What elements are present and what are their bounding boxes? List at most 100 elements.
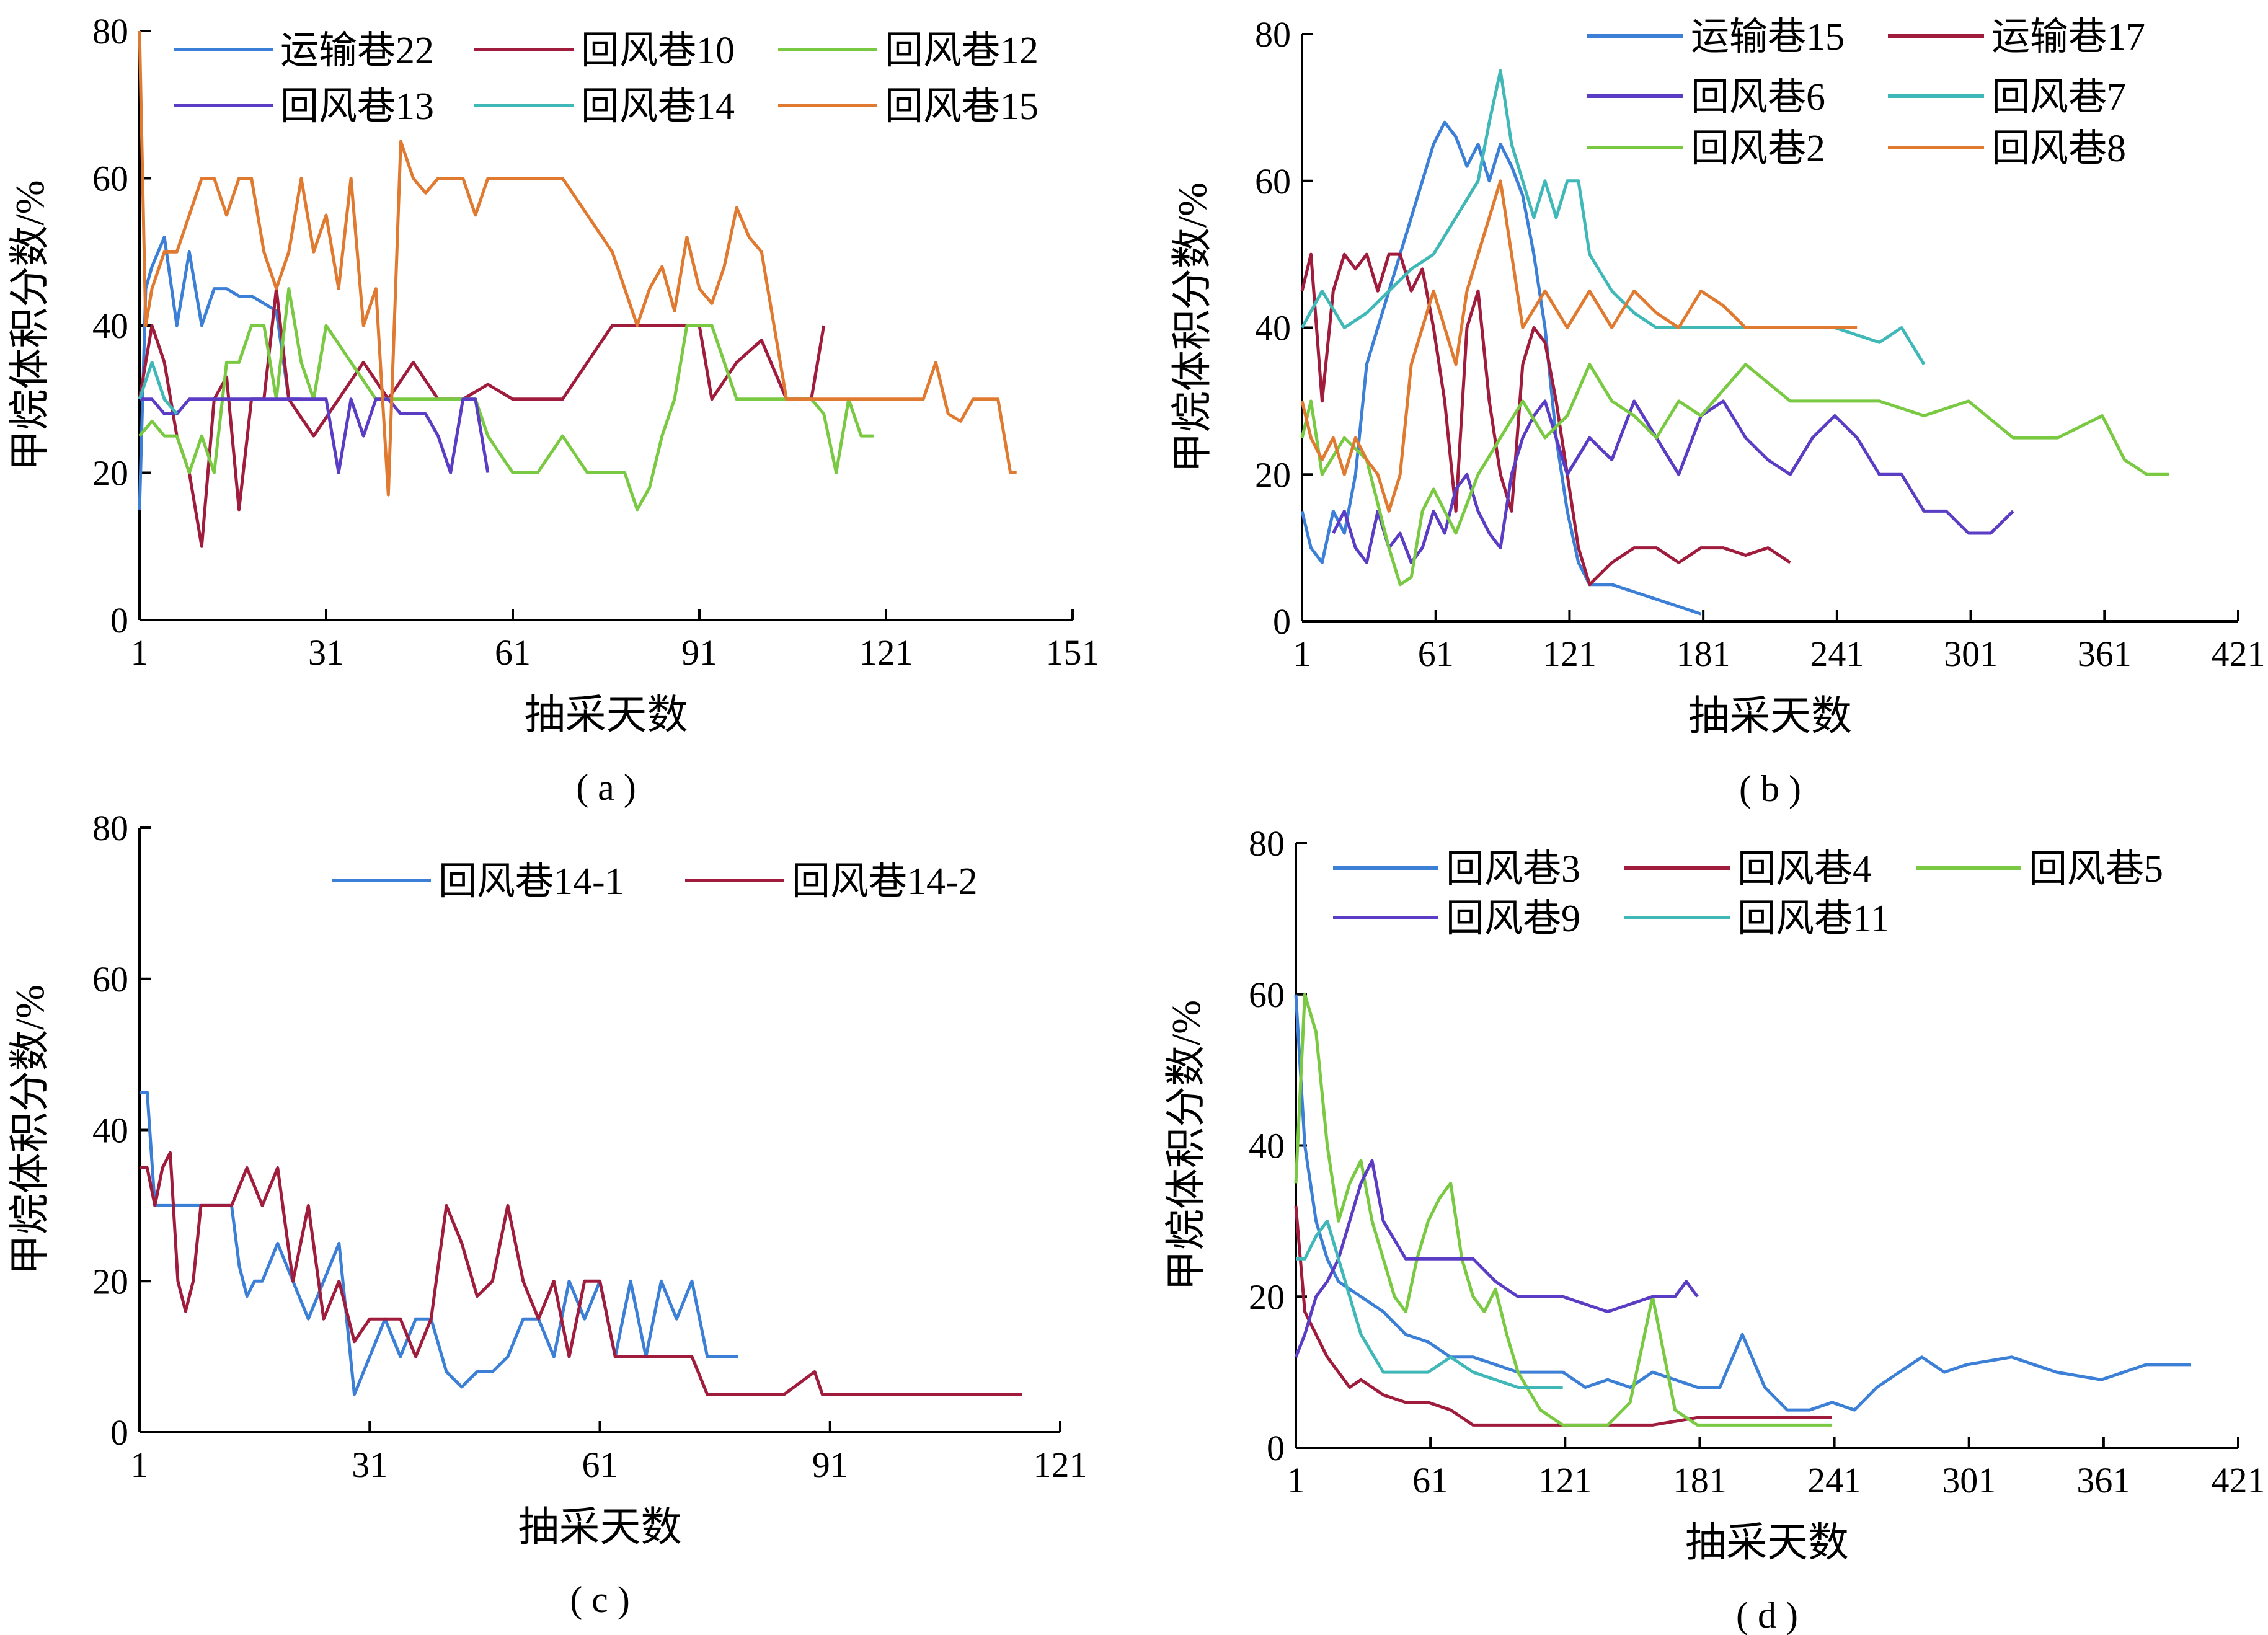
legend-entry: 回风巷6: [1691, 76, 1825, 118]
y-axis-label: 甲烷体积分数/%: [1164, 1000, 1209, 1291]
panel-caption: ( c ): [570, 1579, 630, 1620]
x-axis-label: 抽采天数: [1688, 694, 1852, 739]
legend-entry: 回风巷15: [885, 86, 1039, 128]
series-line-6: [1300, 179, 1858, 513]
y-tick-label: 0: [1273, 601, 1291, 642]
y-tick-label: 40: [1255, 308, 1291, 348]
series-line-2: [140, 1151, 1022, 1396]
y-tick-label: 0: [110, 1412, 128, 1453]
x-tick-label: 61: [582, 1445, 618, 1485]
legend-entry: 回风巷7: [1991, 76, 2126, 118]
panel-caption: ( b ): [1739, 768, 1801, 809]
x-tick-label: 121: [1538, 1460, 1592, 1500]
y-tick-label: 20: [1249, 1277, 1285, 1317]
x-tick-label: 1: [1293, 634, 1311, 674]
x-tick-label: 1: [131, 632, 149, 673]
x-tick-label: 241: [1810, 634, 1864, 674]
y-tick-label: 20: [92, 1261, 128, 1301]
series-line-1: [140, 1091, 738, 1396]
series-line-2: [1294, 1205, 1832, 1427]
x-tick-label: 91: [812, 1445, 848, 1485]
series-line-5: [138, 360, 179, 415]
chart-panel-b: 0 20 40 60 80 1 61 121 181 241 301 361 421 抽采天数 甲烷体积分数…: [1170, 14, 2266, 809]
x-axis-label: 抽采天数: [1685, 1520, 1849, 1566]
legend-entry: 回风巷11: [1737, 898, 1890, 940]
y-tick-label: 0: [1267, 1428, 1285, 1468]
x-tick-label: 361: [2078, 634, 2132, 674]
x-tick-label: 301: [1942, 1460, 1996, 1500]
legend: 运输巷22 回风巷10 回风巷12 回风巷13 回风巷14 回风巷15: [174, 30, 1039, 128]
x-tick-label: 241: [1807, 1460, 1861, 1500]
x-tick-label: 421: [2212, 1460, 2266, 1500]
panel-caption: ( d ): [1736, 1595, 1798, 1635]
x-axis-label: 抽采天数: [518, 1505, 682, 1550]
x-tick-label: 181: [1673, 1460, 1727, 1500]
y-tick-label: 40: [1249, 1126, 1285, 1166]
y-tick-label: 60: [1249, 975, 1285, 1015]
y-tick-label: 40: [92, 306, 128, 346]
x-tick-label: 121: [1543, 634, 1597, 674]
x-axis-label: 抽采天数: [525, 693, 688, 738]
x-tick-label: 31: [352, 1445, 388, 1485]
legend-entry: 回风巷5: [2029, 848, 2163, 890]
x-tick-label: 181: [1677, 634, 1730, 674]
x-tick-label: 121: [1034, 1445, 1087, 1485]
series-line-1: [1294, 994, 2191, 1412]
x-tick-label: 61: [495, 632, 531, 673]
series-line-6: [138, 30, 1017, 497]
x-tick-label: 1: [131, 1445, 149, 1485]
series-line-3: [138, 287, 874, 512]
x-tick-label: 121: [859, 632, 913, 673]
y-tick-label: 0: [110, 600, 128, 640]
y-tick-label: 80: [1255, 14, 1291, 55]
chart-panel-c: 0 20 40 60 80 1 31 61 91 121 抽采天数 甲烷体积分数/% ( c ) 回风巷1…: [7, 808, 1087, 1620]
legend-entry: 运输巷15: [1691, 16, 1845, 58]
legend: 回风巷14-1 回风巷14-2: [332, 861, 978, 903]
legend-entry: 运输巷22: [280, 30, 434, 72]
legend-entry: 回风巷3: [1446, 848, 1580, 890]
x-tick-label: 61: [1418, 634, 1454, 674]
series-line-5: [1300, 363, 2169, 587]
legend-entry: 回风巷12: [885, 30, 1039, 72]
legend-entry: 回风巷14-2: [792, 861, 978, 903]
x-tick-label: 301: [1944, 634, 1998, 674]
series-line-4: [1300, 69, 1926, 365]
y-tick-label: 80: [92, 11, 128, 51]
legend-entry: 回风巷10: [581, 30, 735, 72]
panel-caption: ( a ): [576, 767, 636, 808]
y-tick-label: 20: [1255, 454, 1291, 495]
y-tick-label: 60: [92, 959, 128, 999]
y-tick-label: 20: [92, 453, 128, 494]
legend-entry: 回风巷14-1: [438, 861, 624, 903]
y-tick-label: 40: [92, 1110, 128, 1151]
legend-entry: 回风巷8: [1991, 128, 2126, 170]
legend: 回风巷3 回风巷4 回风巷5 回风巷9 回风巷11: [1333, 848, 2163, 940]
y-tick-label: 60: [92, 159, 128, 199]
x-tick-label: 61: [1412, 1460, 1448, 1500]
series-line-2: [1300, 252, 1791, 587]
legend-entry: 回风巷4: [1737, 848, 1872, 890]
chart-panel-a: 0 20 40 60 80 1 31 61 91 121 151 抽采天数 甲烷体积分数/% ( a ) 运…: [7, 11, 1100, 808]
series-line-4: [1294, 1159, 1699, 1358]
y-axis-label: 甲烷体积分数/%: [1170, 182, 1215, 473]
legend-entry: 运输巷17: [1991, 16, 2145, 58]
legend-entry: 回风巷9: [1446, 898, 1580, 940]
legend: 运输巷15 运输巷17 回风巷6 回风巷7 回风巷2 回风巷8: [1587, 16, 2145, 170]
legend-entry: 回风巷13: [280, 86, 434, 128]
y-tick-label: 80: [92, 808, 128, 848]
y-axis-label: 甲烷体积分数/%: [7, 180, 53, 471]
legend-entry: 回风巷2: [1691, 128, 1825, 170]
series-line-2: [138, 287, 826, 548]
y-tick-label: 60: [1255, 161, 1291, 202]
x-tick-label: 361: [2076, 1460, 2130, 1500]
series-line-3: [1294, 993, 1832, 1427]
series-line-5: [1296, 1219, 1563, 1389]
y-tick-label: 80: [1249, 823, 1285, 864]
x-tick-label: 91: [681, 632, 717, 673]
y-axis-label: 甲烷体积分数/%: [7, 985, 53, 1275]
x-tick-label: 1: [1287, 1460, 1305, 1500]
series-line-3: [1332, 399, 2014, 564]
chart-panel-d: 0 20 40 60 80 1 61 121 181 241 301 361 421 抽采天数 甲烷体积分数…: [1164, 823, 2266, 1635]
series-line-1: [138, 236, 301, 510]
